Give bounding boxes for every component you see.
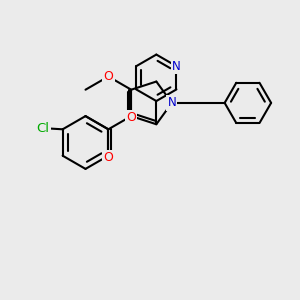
Text: O: O	[103, 70, 113, 83]
Text: O: O	[103, 151, 113, 164]
Text: N: N	[167, 96, 176, 110]
Text: O: O	[126, 111, 136, 124]
Text: Cl: Cl	[37, 122, 50, 135]
Text: N: N	[172, 60, 181, 73]
